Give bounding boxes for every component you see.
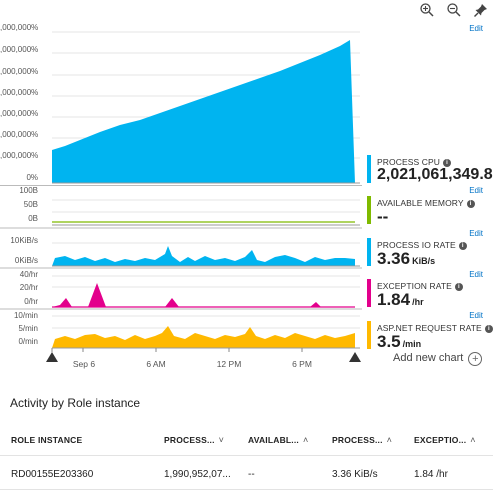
tick-label: 5/min [18, 324, 38, 333]
kpi-title: AVAILABLE MEMORY i [377, 198, 475, 208]
request-series-area [52, 326, 355, 348]
tick-label: 0% [26, 173, 38, 182]
info-icon: i [466, 199, 475, 208]
column-header-process-cpu[interactable]: PROCESS... ˅ [164, 435, 225, 445]
kpi-color-bar [367, 279, 371, 307]
tick-label: ,000,000% [0, 88, 39, 97]
kpi-exception-rate[interactable]: EXCEPTION RATE i 1.84/hr [367, 279, 493, 309]
time-label: 6 AM [146, 359, 166, 369]
kpi-process-cpu[interactable]: PROCESS CPU i 2,021,061,349.8 [367, 155, 493, 185]
tick-label: 40/hr [19, 270, 38, 279]
kpi-value: -- [377, 207, 389, 226]
header-divider [0, 455, 493, 456]
section-title: Activity by Role instance [10, 396, 141, 410]
kpi-color-bar [367, 238, 371, 266]
kpi-title: PROCESS IO RATE i [377, 240, 467, 250]
column-header-available-memory[interactable]: AVAILABL... ˄ [248, 435, 309, 445]
sort-asc-icon: ˄ [303, 435, 309, 445]
tick-label: 50B [23, 200, 38, 209]
info-icon: i [454, 282, 463, 291]
exception-rate-cell: 1.84 /hr [414, 469, 448, 480]
available-memory-cell: -- [248, 469, 255, 480]
row-divider [0, 489, 493, 490]
kpi-panel: Edit PROCESS CPU i 2,021,061,349.8 Edit A… [367, 0, 493, 372]
tick-label: 100B [19, 186, 38, 195]
info-icon: i [484, 324, 493, 333]
tick-label: ,000,000% [0, 67, 39, 76]
kpi-color-bar [367, 155, 371, 183]
tick-label: ,000,000% [0, 109, 39, 118]
metrics-chart[interactable] [0, 0, 362, 372]
pin-icon[interactable] [473, 2, 489, 18]
tick-label: 10KiB/s [10, 236, 38, 245]
sort-asc-icon: ˄ [386, 435, 393, 445]
kpi-color-bar [367, 321, 371, 349]
edit-link[interactable]: Edit [469, 270, 483, 279]
kpi-title: ASP.NET REQUEST RATE i [377, 323, 493, 333]
sort-desc-icon: ˅ [218, 435, 225, 445]
plus-circle-icon: + [468, 352, 483, 366]
time-label: 12 PM [216, 359, 242, 369]
edit-link[interactable]: Edit [469, 229, 483, 238]
range-end-handle [349, 352, 361, 362]
tick-label: ,000,000% [0, 45, 39, 54]
tick-label: 0B [28, 214, 38, 223]
kpi-aspnet-request-rate[interactable]: ASP.NET REQUEST RATE i 3.5/min [367, 321, 493, 351]
zoom-out-icon[interactable] [446, 2, 462, 18]
kpi-process-io-rate[interactable]: PROCESS IO RATE i 3.36 KiB/s [367, 238, 493, 268]
tick-label: ,000,000% [0, 151, 39, 160]
process-cpu-cell: 1,990,952,07... [164, 469, 231, 480]
tick-label: ,000,000% [0, 23, 39, 32]
kpi-value: 1.84/hr [377, 290, 424, 309]
sort-asc-icon: ˄ [470, 435, 476, 445]
kpi-title: EXCEPTION RATE i [377, 281, 463, 291]
kpi-value: 3.36 KiB/s [377, 249, 436, 268]
tick-label: 10/min [13, 311, 38, 320]
kpi-color-bar [367, 196, 371, 224]
tick-label: ,000,000% [0, 130, 39, 139]
kpi-available-memory[interactable]: AVAILABLE MEMORY i -- [367, 196, 493, 226]
add-new-chart-label: Add new chart [393, 352, 464, 364]
table-row[interactable]: RD00155E203360 1,990,952,07... -- 3.36 K… [0, 458, 493, 488]
process-io-cell: 3.36 KiB/s [332, 469, 378, 480]
role-instance-cell: RD00155E203360 [11, 469, 94, 480]
cpu-series-area [52, 40, 355, 183]
zoom-in-icon[interactable] [419, 2, 435, 18]
tick-label: 0KiB/s [14, 256, 38, 265]
edit-link[interactable]: Edit [469, 24, 483, 33]
column-header-process-io[interactable]: PROCESS... ˄ [332, 435, 393, 445]
kpi-value: 2,021,061,349.8 [377, 166, 493, 183]
kpi-value: 3.5/min [377, 332, 422, 351]
range-start-handle [46, 352, 58, 362]
time-label: 6 PM [292, 359, 312, 369]
edit-link[interactable]: Edit [469, 186, 483, 195]
tick-label: 0/min [18, 337, 38, 346]
info-icon: i [458, 241, 467, 250]
column-header-exception-rate[interactable]: EXCEPTIO... ˄ [414, 435, 476, 445]
tick-label: 0/hr [24, 297, 38, 306]
time-label: Sep 6 [72, 359, 96, 369]
column-header-role-instance[interactable]: ROLE INSTANCE [11, 435, 83, 445]
add-new-chart-button[interactable]: Add new chart + [393, 352, 483, 366]
io-series-area [52, 246, 355, 266]
kpi-title: PROCESS CPU i [377, 157, 451, 167]
tick-label: 20/hr [19, 283, 38, 292]
edit-link[interactable]: Edit [469, 311, 483, 320]
info-icon: i [442, 158, 451, 167]
